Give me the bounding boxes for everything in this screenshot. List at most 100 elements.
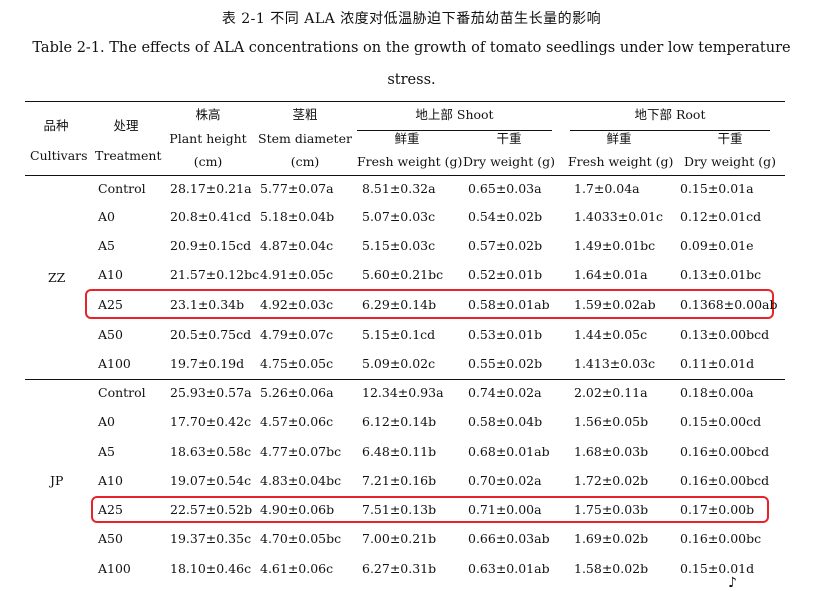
cell-shoot-fresh-jp-a5: 6.48±0.11b bbox=[362, 444, 437, 459]
cell-root-fresh-jp-a10: 1.72±0.02b bbox=[574, 473, 649, 488]
cell-stem-diameter-zz-a0: 5.18±0.04b bbox=[260, 209, 335, 224]
header-cultivars-cn: 品种 bbox=[43, 118, 69, 133]
cultivar-label-zz: ZZ bbox=[48, 270, 66, 285]
cell-plant-height-jp-a10: 19.07±0.54c bbox=[170, 473, 252, 488]
cell-stem-diameter-zz-a100: 4.75±0.05c bbox=[260, 356, 334, 371]
cell-shoot-dry-jp-a50: 0.66±0.03ab bbox=[468, 531, 550, 546]
header-root-group: 地下部 Root bbox=[634, 107, 706, 122]
cell-stem-diameter-zz-a25: 4.92±0.03c bbox=[260, 297, 334, 312]
cell-shoot-dry-zz-a25: 0.58±0.01ab bbox=[468, 297, 550, 312]
cell-root-fresh-zz-control: 1.7±0.04a bbox=[574, 181, 640, 196]
cell-plant-height-jp-a5: 18.63±0.58c bbox=[170, 444, 252, 459]
header-shoot-dry-cn: 干重 bbox=[496, 131, 522, 146]
cell-treatment-jp-a50: A50 bbox=[98, 531, 123, 546]
cell-shoot-dry-jp-a5: 0.68±0.01ab bbox=[468, 444, 550, 459]
cell-shoot-fresh-zz-a50: 5.15±0.1cd bbox=[362, 327, 436, 342]
cell-shoot-fresh-zz-a10: 5.60±0.21bc bbox=[362, 267, 444, 282]
header-root-dry-en: Dry weight (g) bbox=[684, 154, 776, 169]
cell-shoot-dry-jp-a100: 0.63±0.01ab bbox=[468, 561, 550, 576]
cell-shoot-dry-jp-a25: 0.71±0.00a bbox=[468, 502, 542, 517]
cell-root-fresh-jp-a0: 1.56±0.05b bbox=[574, 414, 649, 429]
highlight-box-jp-a25 bbox=[91, 496, 769, 523]
cell-root-dry-jp-a10: 0.16±0.00bcd bbox=[680, 473, 770, 488]
cell-plant-height-zz-control: 28.17±0.21a bbox=[170, 181, 252, 196]
cell-treatment-jp-a5: A5 bbox=[98, 444, 115, 459]
header-plant-height-cn: 株高 bbox=[195, 107, 221, 122]
cell-root-dry-jp-control: 0.18±0.00a bbox=[680, 385, 754, 400]
cell-stem-diameter-jp-a0: 4.57±0.06c bbox=[260, 414, 334, 429]
cell-shoot-fresh-zz-a100: 5.09±0.02c bbox=[362, 356, 436, 371]
cell-plant-height-zz-a5: 20.9±0.15cd bbox=[170, 238, 252, 253]
header-treatment-en: Treatment bbox=[95, 148, 162, 163]
cell-root-dry-jp-a100: 0.15±0.01d bbox=[680, 561, 755, 576]
cell-stem-diameter-jp-a50: 4.70±0.05bc bbox=[260, 531, 342, 546]
cell-plant-height-jp-control: 25.93±0.57a bbox=[170, 385, 252, 400]
cell-treatment-zz-a0: A0 bbox=[98, 209, 115, 224]
cell-root-fresh-zz-a0: 1.4033±0.01c bbox=[574, 209, 664, 224]
cell-stem-diameter-zz-a5: 4.87±0.04c bbox=[260, 238, 334, 253]
cell-stem-diameter-jp-a25: 4.90±0.06b bbox=[260, 502, 335, 517]
cell-shoot-dry-zz-a0: 0.54±0.02b bbox=[468, 209, 543, 224]
cell-shoot-dry-zz-a100: 0.55±0.02b bbox=[468, 356, 543, 371]
cell-root-fresh-jp-a100: 1.58±0.02b bbox=[574, 561, 649, 576]
cell-stem-diameter-jp-control: 5.26±0.06a bbox=[260, 385, 334, 400]
cell-shoot-fresh-jp-a50: 7.00±0.21b bbox=[362, 531, 437, 546]
cell-plant-height-zz-a10: 21.57±0.12bc bbox=[170, 267, 260, 282]
cell-root-fresh-zz-a100: 1.413±0.03c bbox=[574, 356, 656, 371]
header-stem-diameter-cn: 茎粗 bbox=[292, 107, 318, 122]
table-caption-english: Table 2-1. The effects of ALA concentrat… bbox=[32, 40, 791, 56]
cell-stem-diameter-zz-a10: 4.91±0.05c bbox=[260, 267, 334, 282]
cell-plant-height-zz-a100: 19.7±0.19d bbox=[170, 356, 245, 371]
header-shoot-dry-en: Dry weight (g) bbox=[463, 154, 555, 169]
header-shoot-group: 地上部 Shoot bbox=[415, 107, 494, 122]
cultivar-label-jp: JP bbox=[50, 473, 64, 488]
shoot-group-rule bbox=[357, 130, 552, 131]
cell-treatment-jp-a100: A100 bbox=[98, 561, 131, 576]
cell-treatment-zz-a100: A100 bbox=[98, 356, 131, 371]
cell-root-dry-zz-a25: 0.1368±0.00ab bbox=[680, 297, 778, 312]
cell-stem-diameter-jp-a100: 4.61±0.06c bbox=[260, 561, 334, 576]
cell-root-fresh-zz-a25: 1.59±0.02ab bbox=[574, 297, 656, 312]
page-corner-mark: ♪ bbox=[728, 575, 737, 591]
cell-stem-diameter-jp-a10: 4.83±0.04bc bbox=[260, 473, 342, 488]
table-caption-chinese: 表 2-1 不同 ALA 浓度对低温胁迫下番茄幼苗生长量的影响 bbox=[221, 11, 602, 27]
cell-shoot-dry-jp-a0: 0.58±0.04b bbox=[468, 414, 543, 429]
cell-shoot-fresh-jp-control: 12.34±0.93a bbox=[362, 385, 444, 400]
cell-shoot-fresh-jp-a10: 7.21±0.16b bbox=[362, 473, 437, 488]
cell-root-dry-jp-a50: 0.16±0.00bc bbox=[680, 531, 762, 546]
cell-shoot-dry-zz-a50: 0.53±0.01b bbox=[468, 327, 543, 342]
cell-root-fresh-zz-a10: 1.64±0.01a bbox=[574, 267, 648, 282]
cell-treatment-jp-a25: A25 bbox=[98, 502, 123, 517]
header-stem-diameter-unit: (cm) bbox=[290, 154, 320, 169]
cell-shoot-dry-jp-a10: 0.70±0.02a bbox=[468, 473, 542, 488]
cell-treatment-zz-control: Control bbox=[98, 181, 146, 196]
cell-plant-height-zz-a0: 20.8±0.41cd bbox=[170, 209, 252, 224]
root-group-rule bbox=[570, 130, 770, 131]
cell-shoot-fresh-jp-a100: 6.27±0.31b bbox=[362, 561, 437, 576]
cell-shoot-dry-jp-control: 0.74±0.02a bbox=[468, 385, 542, 400]
cell-treatment-jp-a0: A0 bbox=[98, 414, 115, 429]
cell-treatment-zz-a50: A50 bbox=[98, 327, 123, 342]
header-root-fresh-cn: 鲜重 bbox=[606, 131, 632, 146]
cell-shoot-dry-zz-control: 0.65±0.03a bbox=[468, 181, 542, 196]
cell-root-fresh-jp-a25: 1.75±0.03b bbox=[574, 502, 649, 517]
cell-root-dry-zz-a5: 0.09±0.01e bbox=[680, 238, 754, 253]
cell-shoot-fresh-zz-a0: 5.07±0.03c bbox=[362, 209, 436, 224]
cell-treatment-zz-a5: A5 bbox=[98, 238, 115, 253]
cell-shoot-fresh-zz-a5: 5.15±0.03c bbox=[362, 238, 436, 253]
header-shoot-fresh-en: Fresh weight (g) bbox=[357, 154, 463, 169]
header-plant-height-unit: (cm) bbox=[193, 154, 223, 169]
cell-shoot-fresh-jp-a0: 6.12±0.14b bbox=[362, 414, 437, 429]
cell-root-fresh-zz-a50: 1.44±0.05c bbox=[574, 327, 648, 342]
cell-root-dry-zz-a0: 0.12±0.01cd bbox=[680, 209, 762, 224]
cell-plant-height-jp-a100: 18.10±0.46c bbox=[170, 561, 252, 576]
cell-plant-height-jp-a0: 17.70±0.42c bbox=[170, 414, 252, 429]
header-treatment-cn: 处理 bbox=[113, 118, 139, 133]
cell-plant-height-zz-a25: 23.1±0.34b bbox=[170, 297, 245, 312]
cell-treatment-jp-a10: A10 bbox=[98, 473, 123, 488]
cell-root-dry-zz-control: 0.15±0.01a bbox=[680, 181, 754, 196]
cell-shoot-fresh-jp-a25: 7.51±0.13b bbox=[362, 502, 437, 517]
cell-root-dry-jp-a25: 0.17±0.00b bbox=[680, 502, 755, 517]
cell-treatment-zz-a10: A10 bbox=[98, 267, 123, 282]
table-top-rule bbox=[25, 101, 785, 102]
